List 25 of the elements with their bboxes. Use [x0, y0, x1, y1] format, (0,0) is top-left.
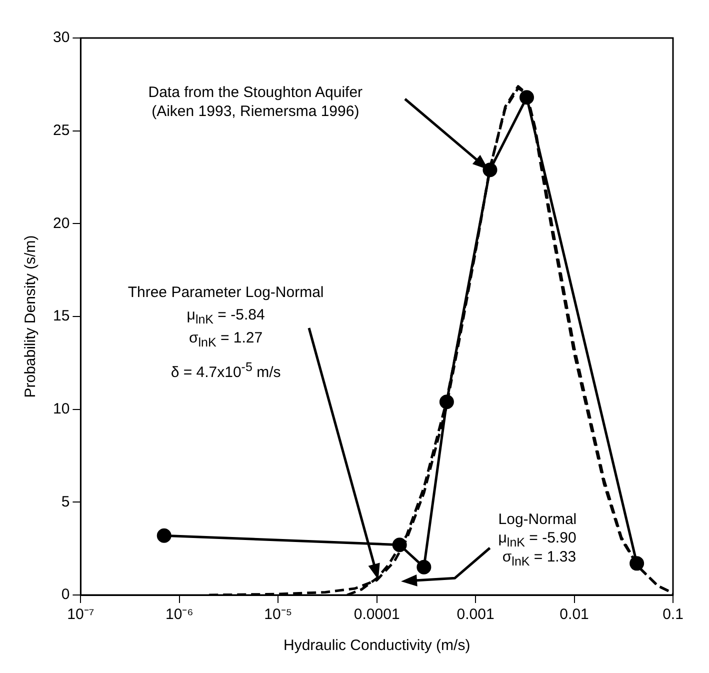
y-tick-label: 5: [61, 493, 70, 510]
y-tick-label: 25: [52, 122, 70, 139]
annotation: Three Parameter Log-Normal: [128, 284, 324, 302]
y-tick-label: 0: [61, 586, 70, 604]
y-tick-label: 15: [52, 308, 70, 325]
x-tick-label: 10⁻⁶: [165, 606, 194, 624]
x-axis-title: Hydraulic Conductivity (m/s): [283, 637, 470, 654]
annotation: σ$_{lnK}$ = 1.33: [502, 548, 576, 570]
y-axis-title: Probability Density (s/m): [22, 235, 40, 398]
annotation: (Aiken 1993, Riemersma 1996): [152, 102, 360, 121]
annotation: μ$_{lnK}$ = -5.90: [498, 529, 576, 550]
x-tick-label: 0.0001: [354, 606, 400, 624]
annotation: δ = 4.7x10$^{-5}$ m/s: [170, 360, 281, 382]
x-tick-label: 0.1: [662, 606, 684, 624]
annotation: μ$_{lnK}$ = -5.84: [186, 306, 265, 327]
y-tick-label: 20: [52, 214, 70, 232]
x-tick-label: 10⁻⁷: [67, 606, 94, 624]
x-tick-label: 10⁻⁵: [264, 606, 292, 624]
y-tick-label: 30: [52, 29, 70, 46]
y-tick-label: 10: [52, 400, 70, 418]
x-tick-label: 0.001: [456, 606, 494, 624]
annotation: Log-Normal: [498, 510, 577, 529]
annotation: Data from the Stoughton Aquifer: [148, 84, 363, 102]
x-tick-label: 0.01: [560, 606, 589, 624]
annotation: σ$_{lnK}$ = 1.27: [188, 330, 263, 351]
